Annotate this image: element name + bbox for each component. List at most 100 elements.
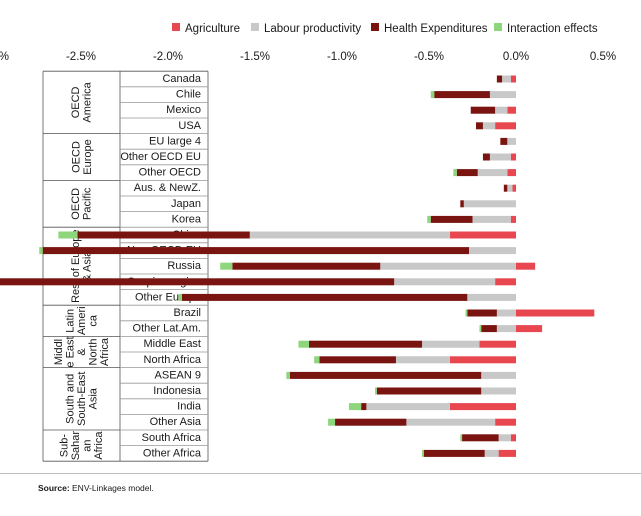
category-label-japan: Japan <box>171 198 201 210</box>
bar-russia-health-expenditures <box>232 262 381 270</box>
group-label-line: Latin <box>65 309 77 333</box>
bar-other-oecd-health-expenditures <box>456 169 478 177</box>
category-label-brazil: Brazil <box>173 307 201 319</box>
bar-other-oecd-agriculture <box>507 169 516 177</box>
bar-chile-interaction-effects <box>430 91 435 99</box>
bar-middle-east-interaction-effects <box>298 340 309 348</box>
group-label-line: OECD <box>70 141 82 173</box>
group-label-line: South and <box>65 374 77 424</box>
category-label-aus-newz: Aus. & NewZ. <box>134 182 201 194</box>
bar-japan-labour-productivity <box>463 200 516 208</box>
bar-other-europe-health-expenditures <box>181 293 468 301</box>
category-label-india: India <box>177 401 202 413</box>
group-label-line: South-East <box>76 372 88 426</box>
stacked-bar-chart: Agriculture Labour productivity Health Exp… <box>0 23 616 462</box>
group-label-line: e East <box>65 336 77 367</box>
bar-india-health-expenditures <box>361 403 367 411</box>
bar-middle-east-agriculture <box>479 340 516 348</box>
category-label-chile: Chile <box>176 89 201 101</box>
x-tick-label: -1.5% <box>240 51 270 63</box>
category-label-canada: Canada <box>162 73 201 85</box>
bar-korea-health-expenditures <box>430 215 473 223</box>
bar-other-lat-am-health-expenditures <box>481 325 497 333</box>
bar-other-europe-labour-productivity <box>467 293 516 301</box>
legend-swatch-agriculture <box>172 23 180 31</box>
bar-mexico-labour-productivity <box>495 106 508 114</box>
bar-aus-newz-health-expenditures <box>503 184 508 192</box>
group-label-line: OECD <box>70 188 82 220</box>
group-label-line: & Asia <box>82 250 94 282</box>
group-label-line: America <box>82 81 94 122</box>
bar-other-africa-agriculture <box>498 449 516 457</box>
legend-label-agriculture: Agriculture <box>185 23 240 35</box>
bar-india-labour-productivity <box>366 403 450 411</box>
bar-other-asia-labour-productivity <box>406 418 496 426</box>
bar-other-oecd-labour-productivity <box>477 169 508 177</box>
bar-caspian-region-health-expenditures <box>0 278 395 286</box>
bar-other-asia-agriculture <box>495 418 516 426</box>
group-label-line: Africa <box>99 337 111 366</box>
category-label-asean-9: ASEAN 9 <box>155 369 201 381</box>
bar-caspian-region-agriculture <box>495 278 516 286</box>
legend-label-interaction-effects: Interaction effects <box>507 23 598 35</box>
category-label-indonesia: Indonesia <box>153 385 202 397</box>
category-label-frame <box>42 70 209 462</box>
bar-canada-health-expenditures <box>496 75 503 83</box>
bar-north-africa-labour-productivity <box>395 356 450 364</box>
bar-other-oecd-eu-agriculture <box>510 153 516 161</box>
group-label-line: Sahar <box>70 431 82 461</box>
bar-aus-newz-labour-productivity <box>507 184 513 192</box>
x-tick-label: -1.0% <box>327 51 357 63</box>
source-label: Source: <box>38 483 70 493</box>
bar-asean-9-health-expenditures <box>289 371 482 379</box>
category-label-eu-large-4: EU large 4 <box>149 135 201 147</box>
bar-usa-health-expenditures <box>475 122 483 130</box>
group-label-line: OECD <box>70 86 82 118</box>
bar-other-europe-interaction-effects <box>178 293 182 301</box>
x-tick-label: 0.5% <box>590 51 616 63</box>
bar-brazil-health-expenditures <box>467 309 497 317</box>
legend-swatch-health-expenditures <box>371 23 379 31</box>
bar-non-oecd-eu-interaction-effects <box>39 247 43 255</box>
bar-mexico-health-expenditures <box>470 106 496 114</box>
bar-other-africa-health-expenditures <box>423 449 485 457</box>
bar-other-lat-am-labour-productivity <box>496 325 516 333</box>
bar-india-agriculture <box>449 403 516 411</box>
category-label-usa: USA <box>178 120 201 132</box>
x-tick-label: -3.0% <box>0 51 9 63</box>
legend-label-health-expenditures: Health Expenditures <box>384 23 488 35</box>
source-note: Source: ENV-Linkages model. <box>38 483 154 493</box>
group-label-line: North <box>88 339 100 366</box>
bar-south-africa-interaction-effects <box>460 434 463 442</box>
x-tick-label: -2.5% <box>66 51 96 63</box>
bar-indonesia-health-expenditures <box>376 387 482 395</box>
group-label-line: Rest of Europe <box>70 230 82 303</box>
bar-chile-labour-productivity <box>489 91 516 99</box>
data-bars <box>0 75 595 457</box>
bar-other-oecd-eu-labour-productivity <box>489 153 511 161</box>
group-label-line: Ameri <box>76 306 88 335</box>
bar-mexico-agriculture <box>507 106 516 114</box>
bar-south-africa-health-expenditures <box>462 434 499 442</box>
category-labels: Canada Chile Mexico USA EU large 4 Other OECD… <box>120 73 202 459</box>
bar-other-oecd-eu-health-expenditures <box>482 153 490 161</box>
bar-other-asia-health-expenditures <box>335 418 407 426</box>
group-label-line: Europe <box>82 139 94 174</box>
bar-korea-labour-productivity <box>472 215 511 223</box>
bar-china-interaction-effects <box>58 231 78 239</box>
bar-other-africa-interaction-effects <box>422 449 424 457</box>
bar-brazil-interaction-effects <box>465 309 468 317</box>
category-label-other-africa: Other Africa <box>143 447 202 459</box>
category-label-other-lat-am: Other Lat.Am. <box>133 323 201 335</box>
legend-label-labour-productivity: Labour productivity <box>264 23 361 35</box>
bar-eu-large-4-labour-productivity <box>507 137 516 145</box>
bar-russia-interaction-effects <box>220 262 233 270</box>
chart-legend: Agriculture Labour productivity Health Exp… <box>172 23 598 35</box>
bar-china-agriculture <box>449 231 516 239</box>
bar-non-oecd-eu-labour-productivity <box>469 247 516 255</box>
group-label-line: ca <box>88 314 100 327</box>
bar-usa-labour-productivity <box>482 122 496 130</box>
bar-canada-labour-productivity <box>502 75 511 83</box>
bar-south-africa-agriculture <box>510 434 516 442</box>
x-tick-label: -2.0% <box>153 51 183 63</box>
